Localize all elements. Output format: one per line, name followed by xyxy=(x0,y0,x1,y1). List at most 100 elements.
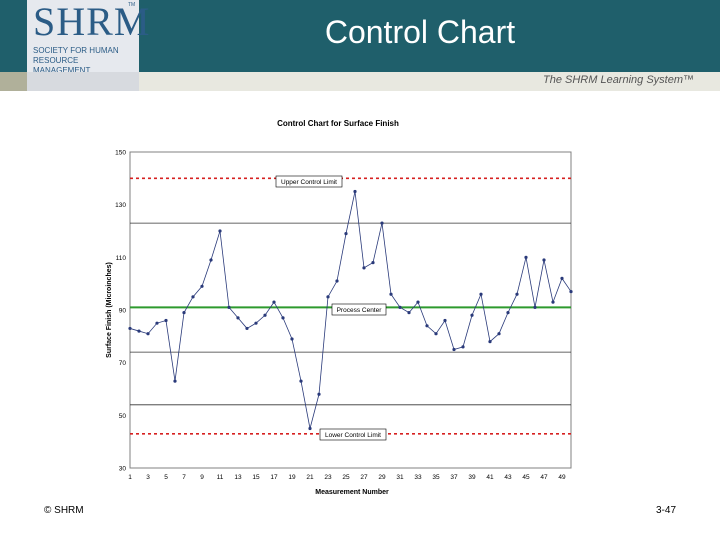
x-tick-label: 21 xyxy=(306,474,314,481)
data-point xyxy=(146,332,150,336)
data-point xyxy=(470,313,474,317)
logo-subtitle: Society for Human Resource Management xyxy=(33,46,119,75)
data-point xyxy=(425,324,429,328)
x-tick-label: 35 xyxy=(432,474,440,481)
y-tick-label: 110 xyxy=(116,255,127,262)
data-point xyxy=(389,292,393,296)
data-point xyxy=(542,258,546,262)
data-point xyxy=(560,276,564,280)
data-point xyxy=(308,426,312,431)
data-point xyxy=(155,321,159,325)
data-point xyxy=(137,329,141,333)
y-tick-label: 130 xyxy=(115,202,126,209)
y-tick-label: 90 xyxy=(119,308,127,315)
x-tick-label: 23 xyxy=(324,474,332,481)
data-point xyxy=(209,258,213,262)
data-point xyxy=(515,292,519,296)
x-tick-label: 7 xyxy=(182,474,186,481)
x-tick-label: 15 xyxy=(252,474,260,481)
data-point xyxy=(497,332,501,336)
data-point xyxy=(524,255,528,259)
data-point xyxy=(290,337,294,341)
x-tick-label: 41 xyxy=(486,474,494,481)
x-tick-label: 1 xyxy=(128,474,132,481)
y-tick-label: 30 xyxy=(119,466,127,473)
x-tick-label: 33 xyxy=(414,474,422,481)
data-point xyxy=(398,305,402,309)
data-point xyxy=(353,189,357,194)
tagline-strip-accent xyxy=(0,72,27,91)
data-point xyxy=(254,321,258,325)
data-point xyxy=(263,313,267,317)
data-point xyxy=(371,261,375,265)
logo-trademark: TM xyxy=(128,2,136,8)
tagline: The SHRM Learning System™ xyxy=(543,74,694,86)
ucl-label: Upper Control Limit xyxy=(281,179,337,186)
data-point xyxy=(416,300,420,304)
x-tick-label: 5 xyxy=(164,474,168,481)
data-point xyxy=(164,318,168,323)
data-point xyxy=(434,332,438,336)
x-tick-label: 27 xyxy=(360,474,368,481)
data-point xyxy=(299,379,303,383)
tagline-strip-logo-base xyxy=(27,72,139,91)
data-point xyxy=(344,232,348,236)
y-tick-label: 50 xyxy=(119,413,127,420)
y-tick-label: 70 xyxy=(119,360,127,367)
x-tick-label: 43 xyxy=(504,474,512,481)
data-point xyxy=(182,311,186,315)
x-tick-label: 19 xyxy=(288,474,296,481)
slide-title: Control Chart xyxy=(324,14,516,50)
x-tick-label: 39 xyxy=(468,474,476,481)
x-axis-label: Measurement Number xyxy=(315,489,389,496)
x-tick-label: 3 xyxy=(146,474,150,481)
data-point xyxy=(200,284,204,288)
y-axis-label: Surface Finish (Microinches) xyxy=(106,262,113,358)
x-tick-label: 11 xyxy=(217,474,224,481)
data-point xyxy=(191,295,195,299)
y-tick-label: 150 xyxy=(115,150,126,157)
data-point xyxy=(569,289,573,294)
tagline-strip xyxy=(0,72,720,91)
data-point xyxy=(218,229,222,233)
x-tick-label: 49 xyxy=(558,474,566,481)
lcl-annotation: Lower Control Limit xyxy=(319,428,387,441)
data-point xyxy=(443,318,447,323)
shrm-logo: SHRM TM Society for Human Resource Manag… xyxy=(27,0,149,75)
ucl-annotation: Upper Control Limit xyxy=(275,175,343,188)
page-number: 3-47 xyxy=(655,505,676,516)
center-label: Process Center xyxy=(337,307,383,314)
data-point xyxy=(236,316,240,320)
data-point xyxy=(533,305,537,309)
data-point xyxy=(479,292,483,296)
data-point xyxy=(380,221,384,225)
data-point xyxy=(173,379,177,383)
logo-wordmark: SHRM xyxy=(33,0,151,44)
data-point xyxy=(362,266,366,270)
x-tick-label: 47 xyxy=(540,474,548,481)
x-tick-label: 13 xyxy=(234,474,242,481)
data-point xyxy=(281,316,285,320)
lcl-label: Lower Control Limit xyxy=(325,432,381,439)
data-point xyxy=(551,300,555,304)
x-tick-label: 25 xyxy=(342,474,350,481)
x-tick-label: 31 xyxy=(396,474,404,481)
center-annotation: Process Center xyxy=(331,303,387,316)
data-point xyxy=(245,326,249,331)
data-point xyxy=(227,305,231,309)
data-point xyxy=(506,311,510,315)
data-point xyxy=(407,311,411,315)
data-point xyxy=(317,392,321,396)
copyright-text: © SHRM xyxy=(44,505,84,516)
data-point xyxy=(452,347,456,352)
data-point xyxy=(128,326,132,331)
data-point xyxy=(272,300,276,304)
data-point xyxy=(326,295,330,299)
x-tick-label: 37 xyxy=(450,474,458,481)
x-tick-label: 17 xyxy=(270,474,278,481)
chart-title: Control Chart for Surface Finish xyxy=(277,119,399,128)
data-series-line xyxy=(129,191,572,429)
x-tick-label: 45 xyxy=(522,474,530,481)
data-point xyxy=(461,345,465,349)
